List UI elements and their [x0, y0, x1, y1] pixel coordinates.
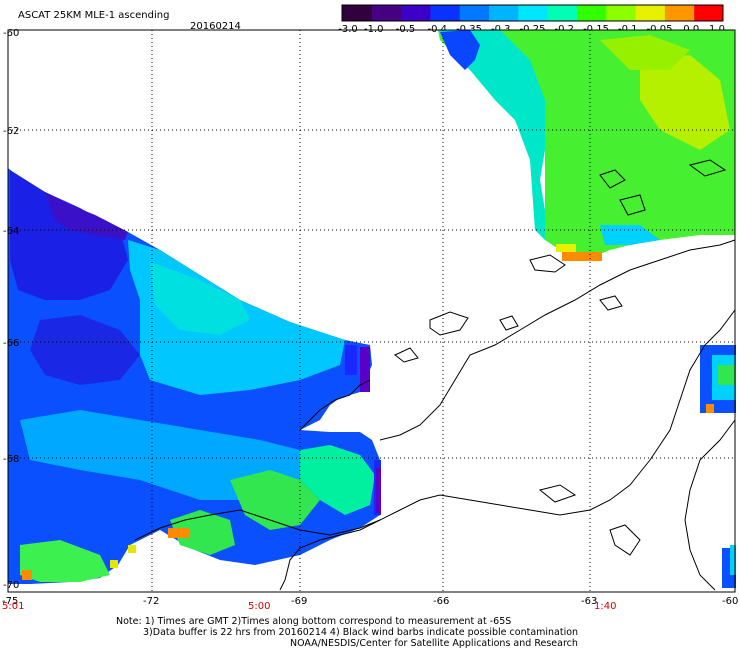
west-swath-core: [10, 170, 128, 300]
west-swath-core-2: [30, 315, 140, 385]
west-orange-2: [22, 570, 32, 580]
time-label-1: 5:00: [248, 601, 270, 612]
colorbar-swatch: [664, 5, 695, 21]
date-label: 20160214: [190, 21, 241, 32]
map-frame: [7, 29, 736, 593]
coastlines: [134, 159, 736, 591]
time-label-2: 1:40: [594, 601, 616, 612]
lat-label-60: -60: [3, 28, 19, 39]
west-orange-1: [168, 528, 190, 538]
footnote-line-1: Note: 1) Times are GMT 2)Times along bot…: [116, 616, 512, 627]
lat-label-70: -70: [3, 580, 19, 591]
coastline-island-10: [499, 315, 519, 331]
colorbar-swatch: [488, 5, 519, 21]
colorbar-swatch: [635, 5, 665, 21]
footnote-line-2: 3)Data buffer is 22 hrs from 20160214 4)…: [143, 627, 579, 638]
lon-label-72: -72: [143, 596, 159, 607]
lon-label-75: -75: [2, 596, 18, 607]
west-swath-green-1: [230, 470, 320, 530]
lon-label-60: -60: [722, 596, 738, 607]
west-swath-cyan-2: [20, 410, 300, 500]
west-edge-purple: [360, 347, 370, 392]
time-label-0: 5:01: [2, 601, 24, 612]
coastline-island-8: [599, 295, 623, 311]
colorbar-swatch: [400, 5, 431, 21]
coastline-island-6: [538, 484, 577, 503]
ne-swath-blue: [440, 30, 480, 70]
lon-label-63: -63: [581, 596, 597, 607]
colorbar-swatch: [517, 5, 548, 21]
west-swath-teal: [150, 262, 250, 335]
colorbar-swatch: [576, 5, 607, 21]
product-title: ASCAT 25KM MLE-1 ascending: [18, 10, 169, 21]
coastline-island-7: [609, 524, 641, 556]
colorbar-swatch: [429, 5, 460, 21]
colorbar-swatch: [605, 5, 636, 21]
coastline-wilkins: [684, 419, 736, 591]
colorbar-frame: [341, 4, 724, 22]
west-swath-green-2: [300, 445, 375, 515]
coastline-island-4: [619, 194, 646, 216]
footnote-line-3: NOAA/NESDIS/Center for Satellite Applica…: [290, 638, 578, 649]
coastline-alexander: [134, 509, 381, 541]
coastline-island-1: [429, 311, 469, 336]
lat-label-66: -66: [3, 338, 19, 349]
coastline-inner: [279, 309, 736, 591]
lat-label-68: -68: [3, 454, 19, 465]
ne-swath-yellow: [640, 55, 730, 150]
west-yellow-2: [110, 560, 118, 568]
west-edge-column: [345, 345, 357, 375]
coastline-island-2: [529, 254, 566, 273]
coastline-island-3: [599, 169, 626, 189]
coastline-island-5: [688, 159, 727, 177]
graticule: [8, 30, 735, 592]
west-edge-purple-2: [376, 468, 381, 513]
colorbar-swatch: [547, 5, 577, 21]
west-swath-edge: [45, 192, 128, 240]
coastline-peninsula: [379, 239, 736, 441]
colorbar-swatch: [342, 5, 372, 21]
lon-label-69: -69: [291, 596, 307, 607]
lat-label-62: -62: [3, 126, 19, 137]
ne-swath-cyan: [438, 30, 545, 240]
colorbar-swatch: [459, 5, 490, 21]
lon-label-66: -66: [433, 596, 449, 607]
corner-swath-cyan: [730, 545, 736, 575]
west-swath-green-4: [170, 510, 235, 555]
coastline-west-bay: [299, 379, 371, 431]
east-swath-orange: [706, 404, 714, 413]
colorbar-swatch: [693, 5, 724, 21]
lat-label-64: -64: [3, 226, 19, 237]
east-swath-green: [718, 365, 736, 385]
west-yellow-1: [128, 545, 136, 553]
ne-orange: [562, 252, 602, 261]
coastline-island-9: [394, 347, 419, 363]
colorbar-swatch: [371, 5, 402, 21]
west-swath-green-3: [20, 540, 110, 582]
ne-swath-yellow-2: [600, 35, 690, 70]
data-layer: [8, 30, 736, 588]
ne-yellow: [556, 244, 576, 252]
